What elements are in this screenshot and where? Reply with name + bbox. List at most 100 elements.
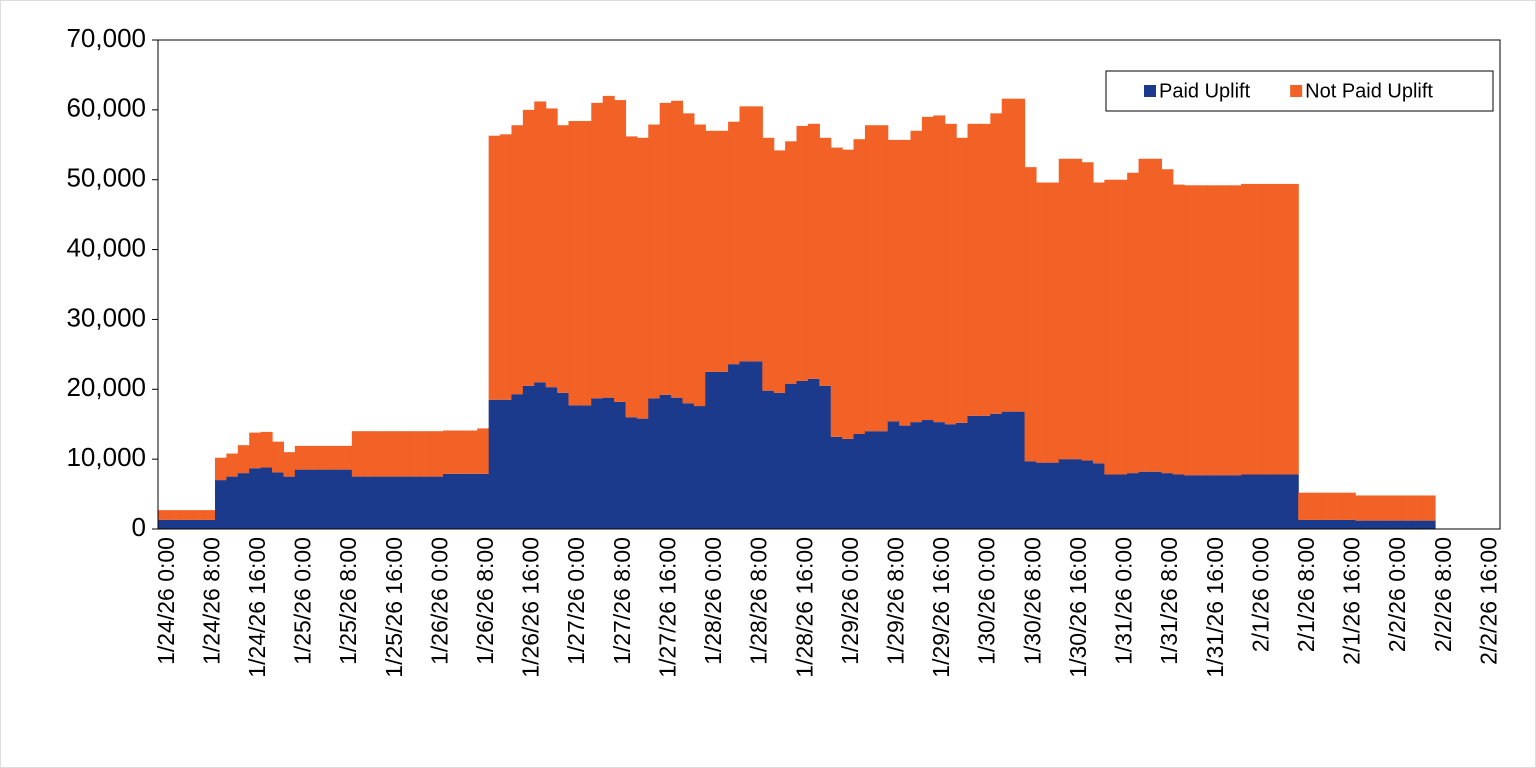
bar-segment: [169, 510, 182, 520]
bar-segment: [1149, 158, 1162, 472]
bar-segment: [659, 394, 672, 529]
bar-segment: [534, 382, 547, 529]
x-tick-label: 1/27/26 16:00: [654, 537, 680, 678]
y-tick-label: 20,000: [66, 372, 146, 402]
bar-segment: [454, 473, 467, 529]
bar-segment: [842, 149, 855, 439]
x-tick-label: 1/30/26 16:00: [1065, 537, 1091, 678]
bar-segment: [1263, 183, 1276, 475]
bar-segment: [728, 364, 741, 529]
x-tick-label: 1/26/26 8:00: [472, 537, 498, 665]
bar-segment: [705, 130, 718, 372]
bar-segment: [237, 445, 250, 474]
bar-segment: [1252, 474, 1265, 529]
bar-segment: [294, 445, 307, 470]
bar-segment: [933, 115, 946, 423]
bar-segment: [431, 476, 444, 529]
bar-segment: [739, 361, 752, 529]
bar-segment: [511, 394, 524, 529]
bar-segment: [807, 123, 820, 379]
bar-segment: [887, 139, 900, 422]
y-tick-label: 50,000: [66, 163, 146, 193]
legend: Paid Uplift Not Paid Uplift: [1105, 70, 1494, 112]
bar-segment: [910, 130, 923, 423]
bar-segment: [158, 519, 171, 529]
bar-segment: [1286, 474, 1299, 529]
x-tick-label: 1/30/26 0:00: [974, 537, 1000, 665]
bars: [158, 95, 1436, 529]
bar-segment: [272, 441, 285, 473]
x-tick-label: 1/25/26 0:00: [290, 537, 316, 665]
bar-segment: [431, 431, 444, 477]
bar-segment: [1378, 495, 1391, 521]
bar-segment: [1206, 185, 1219, 476]
bar-segment: [1286, 183, 1299, 475]
bar-segment: [625, 136, 638, 418]
bar-segment: [876, 431, 889, 529]
bar-segment: [317, 469, 330, 529]
x-tick-label: 2/1/26 0:00: [1247, 537, 1273, 652]
bar-segment: [260, 431, 273, 468]
bar-segment: [180, 510, 193, 520]
bar-segment: [249, 432, 262, 469]
bar-segment: [944, 123, 957, 425]
bar-segment: [1252, 183, 1265, 475]
bar-segment: [762, 390, 775, 529]
x-tick-label: 2/1/26 16:00: [1339, 537, 1365, 665]
x-tick-label: 1/24/26 0:00: [153, 537, 179, 665]
bar-segment: [568, 121, 581, 406]
bar-segment: [500, 399, 513, 529]
bar-segment: [602, 397, 615, 529]
bar-segment: [1229, 475, 1242, 529]
bar-segment: [1332, 519, 1345, 529]
bar-segment: [226, 476, 239, 529]
bar-segment: [648, 398, 661, 529]
x-tick-label: 1/26/26 0:00: [426, 537, 452, 665]
bar-segment: [842, 438, 855, 529]
x-tick-label: 2/1/26 8:00: [1293, 537, 1319, 652]
bar-segment: [329, 469, 342, 529]
bar-segment: [1081, 162, 1094, 461]
bar-segment: [807, 378, 820, 529]
bar-segment: [1081, 460, 1094, 529]
bar-segment: [545, 387, 558, 529]
bar-segment: [363, 431, 376, 477]
bar-segment: [682, 113, 695, 404]
x-tick-label: 1/28/26 16:00: [791, 537, 817, 678]
bar-segment: [1104, 179, 1117, 475]
bar-segment: [443, 430, 456, 474]
bar-segment: [1343, 492, 1356, 520]
bar-segment: [921, 116, 934, 421]
x-tick-label: 1/29/26 0:00: [837, 537, 863, 665]
y-tick-label: 30,000: [66, 302, 146, 332]
bar-segment: [408, 431, 421, 477]
bar-segment: [465, 473, 478, 529]
plot-border: [157, 39, 1501, 530]
bar-segment: [716, 130, 729, 372]
bar-segment: [511, 125, 524, 395]
bar-segment: [602, 95, 615, 398]
bar-segment: [693, 124, 706, 407]
bar-segment: [819, 385, 832, 529]
bar-segment: [1184, 475, 1197, 529]
bar-segment: [1332, 492, 1345, 520]
bar-segment: [1035, 182, 1048, 463]
bar-segment: [1035, 462, 1048, 529]
bar-segment: [363, 476, 376, 529]
bar-segment: [1127, 473, 1140, 529]
bar-segment: [180, 519, 193, 529]
bar-segment: [830, 436, 843, 529]
bar-segment: [272, 472, 285, 529]
bar-segment: [705, 371, 718, 529]
bar-segment: [477, 428, 490, 474]
bar-segment: [1138, 158, 1151, 472]
y-tick-label: 60,000: [66, 93, 146, 123]
bar-segment: [1412, 520, 1425, 529]
bar-segment: [1001, 98, 1014, 412]
bar-segment: [1047, 182, 1060, 463]
bar-segment: [1366, 520, 1379, 529]
bar-segment: [568, 405, 581, 529]
bar-segment: [1389, 520, 1402, 529]
bar-segment: [386, 476, 399, 529]
bar-segment: [978, 123, 991, 416]
